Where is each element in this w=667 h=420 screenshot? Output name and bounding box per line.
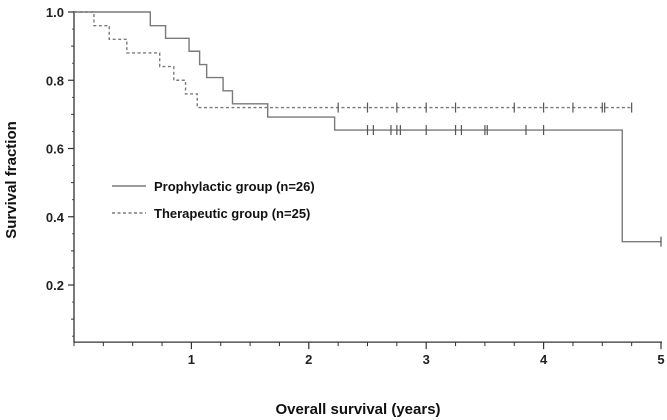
legend-label-therapeutic: Therapeutic group (n=25)	[154, 206, 310, 221]
y-tick-label: 1.0	[46, 5, 64, 20]
series-layer	[74, 11, 662, 247]
y-tick-label: 0.2	[46, 278, 64, 293]
x-tick-label: 2	[305, 352, 312, 367]
x-tick-label: 4	[540, 352, 548, 367]
y-ticks: 0.2 0.4 0.6 0.8 1.0	[46, 5, 74, 337]
x-tick-label: 5	[657, 352, 664, 367]
series-line-1	[74, 11, 632, 109]
x-ticks: 1 2 3 4 5	[73, 342, 665, 367]
x-tick-label: 3	[423, 352, 430, 367]
x-tick-label: 1	[188, 352, 195, 367]
y-tick-label: 0.6	[46, 142, 64, 157]
y-axis-title: Survival fraction	[3, 121, 20, 239]
y-tick-label: 0.8	[46, 73, 64, 88]
x-axis-title: Overall survival (years)	[275, 401, 440, 418]
axes	[73, 11, 662, 343]
series-line-0	[74, 11, 661, 243]
legend-label-prophylactic: Prophylactic group (n=26)	[154, 179, 315, 194]
y-tick-label: 0.4	[46, 210, 65, 225]
legend: Prophylactic group (n=26) Therapeutic gr…	[112, 179, 315, 221]
